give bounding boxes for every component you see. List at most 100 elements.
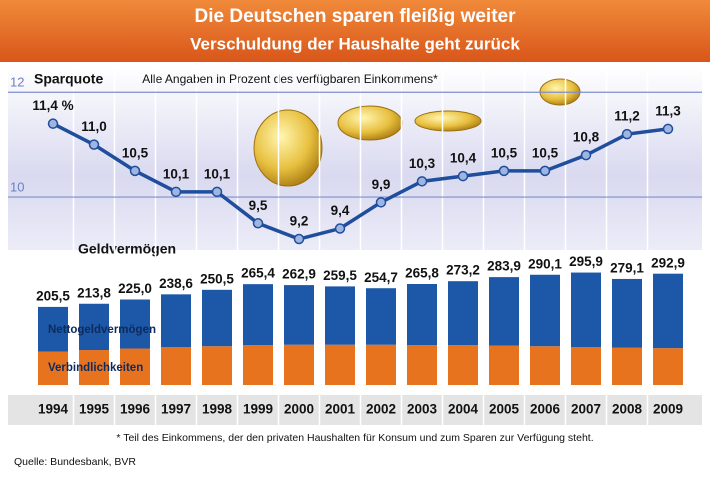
total-label: 265,8 — [405, 266, 439, 281]
x-tick-label: 2003 — [407, 402, 438, 417]
total-label: 273,2 — [446, 263, 480, 278]
bar-segment — [79, 350, 109, 385]
data-label: 10,5 — [532, 145, 559, 160]
point — [498, 165, 510, 177]
bar-segment — [325, 286, 355, 345]
point — [129, 165, 141, 177]
bar-segment — [284, 285, 314, 345]
title: Die Deutschen sparen fleißig weiter — [195, 6, 517, 27]
series-label: Nettogeldvermögen — [48, 324, 156, 336]
bar-segment — [530, 346, 560, 385]
total-label: 213,8 — [77, 285, 111, 300]
total-label: 254,7 — [364, 270, 398, 285]
total-label: 259,5 — [323, 268, 357, 283]
series-label: Verbindlichkeiten — [48, 362, 143, 374]
x-tick-label: 1997 — [161, 402, 191, 417]
note: Alle Angaben in Prozent des verfügbaren … — [142, 72, 438, 86]
x-tick-label: 2006 — [530, 402, 561, 417]
total-label: 279,1 — [610, 261, 644, 276]
source: Quelle: Bundesbank, BVR — [14, 456, 136, 468]
total-label: 292,9 — [651, 255, 685, 270]
bar-segment — [653, 348, 683, 385]
bar-segment — [325, 344, 355, 385]
bar-segment — [161, 294, 191, 347]
bar-segment — [284, 344, 314, 385]
data-label: 10,5 — [491, 145, 518, 160]
data-label: 9,2 — [290, 214, 309, 229]
point — [88, 139, 100, 150]
data-label: 10,5 — [122, 145, 149, 160]
y-tick-label: 10 — [10, 180, 24, 195]
bar-segment — [38, 351, 68, 385]
data-label: 10,3 — [409, 156, 436, 171]
bar-segment — [612, 347, 642, 385]
total-label: 250,5 — [200, 271, 234, 286]
bar-title: Geldvermögen — [78, 241, 176, 257]
point — [47, 118, 59, 129]
line — [52, 122, 669, 241]
x-tick-label: 2009 — [653, 402, 683, 417]
bar-segment — [530, 274, 560, 347]
bar-segment — [653, 273, 683, 349]
line-label: Sparquote — [34, 71, 103, 87]
bar-segment — [489, 277, 519, 346]
bar-segment — [161, 347, 191, 385]
x-tick-label: 1998 — [202, 402, 233, 417]
data-label: 11,0 — [81, 119, 107, 134]
bar-segment — [448, 345, 478, 385]
point — [375, 197, 387, 208]
x-tick-label: 2004 — [448, 402, 479, 417]
point — [334, 223, 346, 234]
total-label: 238,6 — [159, 276, 193, 291]
bar-segment — [407, 283, 437, 346]
data-label: 9,5 — [249, 198, 268, 213]
point — [170, 186, 182, 198]
data-label: 11,2 — [614, 109, 640, 124]
point — [580, 149, 592, 161]
bar-segment — [120, 348, 150, 385]
footnote: * Teil des Einkommens, der den privaten … — [116, 432, 593, 444]
x-tick-label: 2008 — [612, 402, 643, 417]
data-label: 9,9 — [372, 177, 391, 192]
y-tick-label: 12 — [10, 75, 24, 90]
total-label: 295,9 — [569, 254, 603, 269]
x-tick-label: 1994 — [38, 402, 69, 417]
bar-segment — [202, 289, 232, 347]
x-tick-label: 2001 — [325, 402, 356, 417]
year-band — [8, 395, 702, 425]
point — [662, 123, 674, 135]
data-label: 11,4 % — [32, 98, 73, 113]
bar-segment — [571, 272, 601, 347]
total-label: 290,1 — [528, 256, 562, 271]
bar-segment — [243, 284, 273, 346]
data-label: 10,1 — [163, 166, 190, 181]
subtitle: Verschuldung der Haushalte geht zurück — [190, 34, 520, 53]
bar-segment — [243, 345, 273, 385]
x-tick-label: 1995 — [79, 402, 110, 417]
data-label: 10,4 — [450, 151, 477, 166]
point — [252, 218, 264, 229]
total-label: 283,9 — [487, 259, 521, 274]
bar-segment — [489, 345, 519, 385]
bar-segment — [407, 345, 437, 385]
data-label: 11,3 — [655, 103, 681, 118]
x-tick-label: 1996 — [120, 402, 151, 417]
total-label: 205,5 — [36, 288, 70, 303]
bar-segment — [366, 288, 396, 345]
x-tick-label: 2002 — [366, 402, 396, 417]
bar-segment — [38, 306, 68, 352]
point — [621, 128, 633, 140]
x-tick-label: 2005 — [489, 402, 520, 417]
data-label: 9,4 — [331, 203, 350, 218]
x-tick-label: 1999 — [243, 402, 273, 417]
data-label: 10,1 — [204, 166, 231, 181]
bar-segment — [448, 281, 478, 346]
point — [416, 176, 428, 187]
point — [539, 165, 551, 177]
total-label: 262,9 — [282, 267, 316, 282]
bar-segment — [571, 347, 601, 385]
total-label: 265,4 — [241, 266, 275, 281]
bar-segment — [120, 299, 150, 349]
x-tick-label: 2000 — [284, 402, 314, 417]
